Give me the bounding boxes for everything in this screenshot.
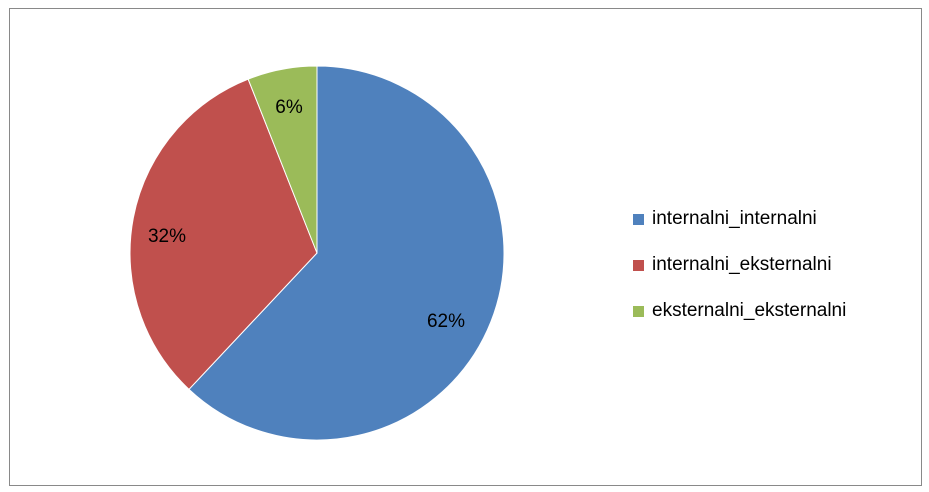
legend-item-eksternalni-eksternalni: eksternalni_eksternalni bbox=[633, 288, 846, 334]
pie-slices bbox=[129, 65, 505, 441]
legend-label-internalni-internalni: internalni_internalni bbox=[652, 208, 817, 229]
legend-item-internalni-eksternalni: internalni_eksternalni bbox=[633, 242, 846, 288]
pie-slice-internalni-eksternalni bbox=[129, 78, 318, 391]
data-label-eksternalni-eksternalni: 6% bbox=[275, 97, 303, 118]
legend: internalni_internalni internalni_ekstern… bbox=[633, 196, 846, 334]
legend-swatch-internalni-eksternalni bbox=[633, 259, 644, 271]
data-label-internalni-internalni: 62% bbox=[427, 311, 465, 332]
pie-data-labels: 62% 32% 6% bbox=[148, 97, 465, 332]
data-label-internalni-eksternalni: 32% bbox=[148, 226, 186, 247]
legend-swatch-eksternalni-eksternalni bbox=[633, 305, 644, 317]
legend-item-internalni-internalni: internalni_internalni bbox=[633, 196, 846, 242]
pie-slice-eksternalni-eksternalni bbox=[247, 65, 318, 254]
legend-swatch-internalni-internalni bbox=[633, 213, 644, 225]
legend-label-eksternalni-eksternalni: eksternalni_eksternalni bbox=[652, 300, 847, 321]
pie-slice-internalni-internalni bbox=[188, 65, 505, 441]
legend-label-internalni-eksternalni: internalni_eksternalni bbox=[652, 254, 832, 275]
